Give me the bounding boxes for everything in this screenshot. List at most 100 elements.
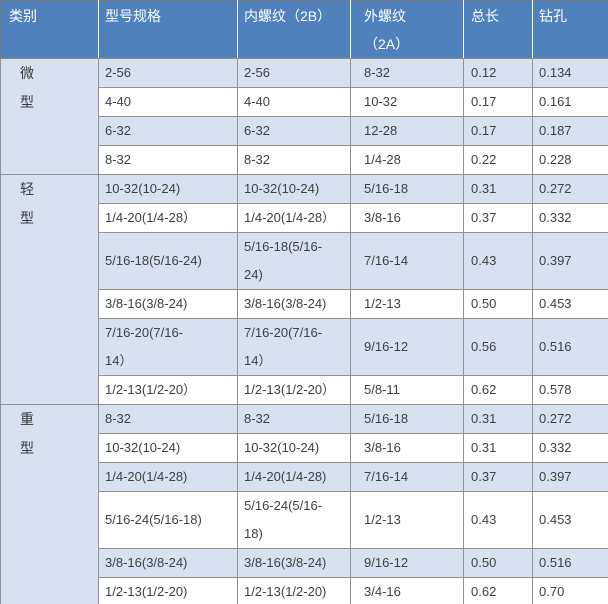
table-row: 6-32 6-32 12-28 0.17 0.187: [1, 116, 608, 146]
overall-length-cell: 0.31: [463, 404, 533, 434]
external-thread-2a-cell: 5/8-11: [350, 375, 464, 405]
external-thread-2a-cell: 1/2-13: [350, 491, 464, 549]
overall-length-cell: 0.56: [463, 318, 533, 376]
col-header-external-thread-2a: 外螺纹 （2A）: [350, 0, 464, 59]
overall-length-cell: 0.50: [463, 548, 533, 578]
drill-hole-cell: 0.397: [532, 232, 608, 290]
table-row: 微型 2-56 2-56 8-32 0.12 0.134: [0, 58, 608, 175]
drill-hole-cell: 0.134: [532, 58, 608, 88]
category-cell: 重型: [0, 404, 99, 604]
external-thread-2a-cell: 7/16-14: [350, 462, 464, 492]
internal-thread-2b-cell: 6-32: [237, 116, 351, 146]
overall-length-cell: 0.31: [463, 433, 533, 463]
internal-thread-2b-cell: 1/4-20(1/4-28): [237, 462, 351, 492]
drill-hole-cell: 0.397: [532, 462, 608, 492]
overall-length-cell: 0.12: [463, 58, 533, 88]
col-header-internal-thread-2b: 内螺纹（2B）: [237, 0, 351, 59]
internal-thread-2b-cell: 5/16-24(5/16- 18): [237, 491, 351, 549]
internal-thread-2b-cell: 2-56: [237, 58, 351, 88]
model-spec-cell: 10-32(10-24): [98, 174, 238, 204]
internal-thread-2b-cell: 1/2-13(1/2-20): [237, 577, 351, 604]
overall-length-cell: 0.50: [463, 289, 533, 319]
table-row: 5/16-18(5/16-24) 5/16-18(5/16- 24) 7/16-14…: [1, 232, 608, 290]
external-thread-2a-cell: 9/16-12: [350, 318, 464, 376]
external-thread-2a-cell: 7/16-14: [350, 232, 464, 290]
table-row: 7/16-20(7/16- 14） 7/16-20(7/16- 14） 9/16-1…: [1, 318, 608, 376]
col-header-overall-length: 总长: [463, 0, 533, 59]
model-spec-cell: 6-32: [98, 116, 238, 146]
category-label: 轻型: [20, 181, 34, 226]
external-thread-2a-cell: 1/4-28: [350, 145, 464, 175]
model-spec-cell: 3/8-16(3/8-24): [98, 548, 238, 578]
drill-hole-cell: 0.453: [532, 491, 608, 549]
internal-thread-2b-cell: 1/4-20(1/4-28）: [237, 203, 351, 233]
overall-length-cell: 0.62: [463, 577, 533, 604]
category-label: 微型: [20, 65, 34, 110]
internal-thread-2b-cell: 10-32(10-24): [237, 433, 351, 463]
drill-hole-cell: 0.516: [532, 548, 608, 578]
drill-hole-cell: 0.187: [532, 116, 608, 146]
drill-hole-cell: 0.70: [532, 577, 608, 604]
drill-hole-cell: 0.228: [532, 145, 608, 175]
model-spec-cell: 3/8-16(3/8-24): [98, 289, 238, 319]
internal-thread-2b-cell: 3/8-16(3/8-24): [237, 548, 351, 578]
model-spec-cell: 5/16-18(5/16-24): [98, 232, 238, 290]
col-header-model-spec: 型号规格: [98, 0, 238, 59]
drill-hole-cell: 0.161: [532, 87, 608, 117]
internal-thread-2b-cell: 3/8-16(3/8-24): [237, 289, 351, 319]
external-thread-2a-cell: 1/2-13: [350, 289, 464, 319]
internal-thread-2b-cell: 7/16-20(7/16- 14）: [237, 318, 351, 376]
drill-hole-cell: 0.272: [532, 174, 608, 204]
model-spec-cell: 1/2-13(1/2-20): [98, 577, 238, 604]
model-spec-cell: 5/16-24(5/16-18): [98, 491, 238, 549]
table-row: 1/2-13(1/2-20） 1/2-13(1/2-20） 5/8-11 0.62 0.…: [1, 375, 608, 405]
overall-length-cell: 0.37: [463, 203, 533, 233]
external-thread-2a-cell: 12-28: [350, 116, 464, 146]
model-spec-cell: 8-32: [98, 145, 238, 175]
internal-thread-2b-cell: 1/2-13(1/2-20）: [237, 375, 351, 405]
external-thread-2a-cell: 5/16-18: [350, 174, 464, 204]
model-spec-cell: 1/4-20(1/4-28): [98, 462, 238, 492]
table-row: 3/8-16(3/8-24) 3/8-16(3/8-24) 9/16-12 0.50 0…: [1, 548, 608, 578]
model-spec-cell: 4-40: [98, 87, 238, 117]
model-spec-cell: 7/16-20(7/16- 14）: [98, 318, 238, 376]
overall-length-cell: 0.37: [463, 462, 533, 492]
internal-thread-2b-cell: 8-32: [237, 145, 351, 175]
external-thread-2a-cell: 8-32: [350, 58, 464, 88]
table-row: 重型 8-32 8-32 5/16-18 0.31 0.272: [0, 404, 608, 604]
overall-length-cell: 0.43: [463, 491, 533, 549]
internal-thread-2b-cell: 5/16-18(5/16- 24): [237, 232, 351, 290]
table-row: 轻型 10-32(10-24) 10-32(10-24) 5/16-18 0.31 0.2…: [0, 174, 608, 405]
category-label: 重型: [20, 411, 34, 456]
overall-length-cell: 0.62: [463, 375, 533, 405]
category-cell: 微型: [0, 58, 99, 175]
overall-length-cell: 0.17: [463, 87, 533, 117]
internal-thread-2b-cell: 10-32(10-24): [237, 174, 351, 204]
table-row: 1/2-13(1/2-20) 1/2-13(1/2-20) 3/4-16 0.62 0.…: [1, 577, 608, 604]
drill-hole-cell: 0.578: [532, 375, 608, 405]
drill-hole-cell: 0.453: [532, 289, 608, 319]
header-row: 类别 型号规格 内螺纹（2B） 外螺纹 （2A） 总长 钻孔: [0, 0, 608, 59]
overall-length-cell: 0.22: [463, 145, 533, 175]
model-spec-cell: 1/2-13(1/2-20）: [98, 375, 238, 405]
model-spec-cell: 1/4-20(1/4-28）: [98, 203, 238, 233]
overall-length-cell: 0.43: [463, 232, 533, 290]
overall-length-cell: 0.17: [463, 116, 533, 146]
drill-hole-cell: 0.332: [532, 433, 608, 463]
external-thread-2a-cell: 9/16-12: [350, 548, 464, 578]
drill-hole-cell: 0.272: [532, 404, 608, 434]
model-spec-cell: 10-32(10-24): [98, 433, 238, 463]
drill-hole-cell: 0.332: [532, 203, 608, 233]
internal-thread-2b-cell: 4-40: [237, 87, 351, 117]
external-thread-2a-cell: 5/16-18: [350, 404, 464, 434]
external-thread-2a-cell: 3/4-16: [350, 577, 464, 604]
external-thread-2a-cell: 3/8-16: [350, 433, 464, 463]
table-row: 1/4-20(1/4-28） 1/4-20(1/4-28） 3/8-16 0.37 0.…: [1, 203, 608, 233]
col-header-drill-hole: 钻孔: [532, 0, 608, 59]
col-header-category: 类别: [0, 0, 99, 59]
table-row: 4-40 4-40 10-32 0.17 0.161: [1, 87, 608, 117]
table-row: 8-32 8-32 1/4-28 0.22 0.228: [1, 145, 608, 175]
internal-thread-2b-cell: 8-32: [237, 404, 351, 434]
